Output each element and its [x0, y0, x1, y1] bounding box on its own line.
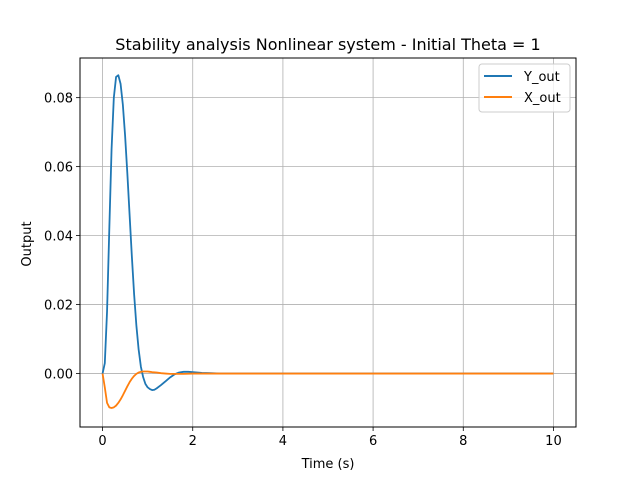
plot-area-frame [79, 57, 577, 428]
x-tick-label: 10 [545, 434, 562, 449]
x-tick-label: 8 [459, 434, 467, 449]
y-tick-label: 0.00 [44, 368, 73, 383]
x-tick-label: 6 [369, 434, 377, 449]
y-tick-label: 0.02 [44, 299, 73, 314]
x-axis-title: Time (s) [301, 457, 355, 472]
x-tick-labels: 0 2 4 6 8 10 [98, 434, 561, 449]
y-tick-label: 0.04 [44, 230, 73, 245]
x-tick-label: 4 [279, 434, 287, 449]
y-axis-title: Output [20, 221, 35, 266]
x-tick-label: 2 [189, 434, 197, 449]
chart-title: Stability analysis Nonlinear system - In… [115, 35, 540, 54]
x-tick-label: 0 [98, 434, 106, 449]
y-tick-labels: 0.00 0.02 0.04 0.06 0.08 [44, 92, 73, 383]
tick-marks [76, 97, 554, 431]
series-line-x-out [101, 370, 554, 409]
legend: Y_out X_out [478, 63, 571, 113]
y-tick-label: 0.08 [44, 92, 73, 107]
legend-label-x-out: X_out [524, 91, 561, 106]
y-tick-label: 0.06 [44, 161, 73, 176]
legend-label-y-out: Y_out [523, 70, 560, 85]
series-layer [101, 74, 554, 409]
